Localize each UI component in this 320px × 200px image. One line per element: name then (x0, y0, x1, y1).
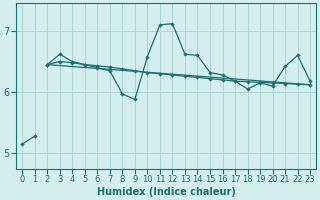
X-axis label: Humidex (Indice chaleur): Humidex (Indice chaleur) (97, 187, 236, 197)
